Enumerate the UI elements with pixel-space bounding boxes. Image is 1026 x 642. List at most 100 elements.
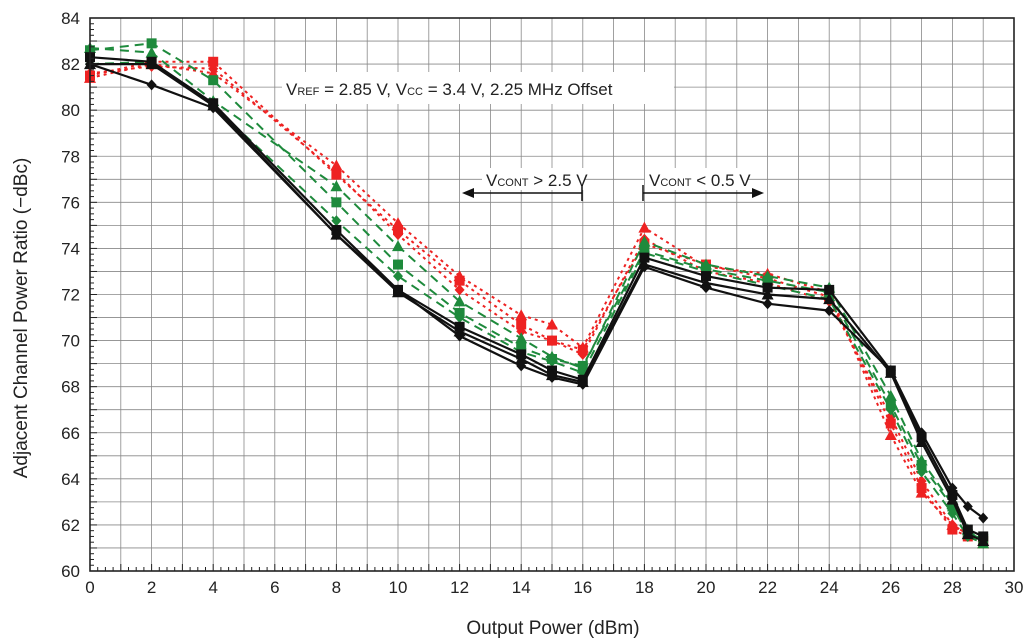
y-tick-label: 72 [61, 286, 80, 305]
data-point [824, 284, 835, 295]
data-point [393, 229, 403, 241]
data-point [331, 215, 342, 227]
data-point [947, 507, 958, 519]
y-tick-label: 60 [61, 562, 80, 581]
data-point [884, 389, 897, 401]
data-point [145, 58, 158, 70]
x-tick-label: 22 [758, 578, 777, 597]
right-arrow-head [752, 188, 764, 198]
series-black-square [85, 52, 989, 542]
x-axis-title: Output Power (dBm) [466, 618, 639, 639]
series-green-diamond [85, 56, 989, 549]
data-point [516, 325, 527, 337]
data-point [515, 309, 528, 321]
y-tick-label: 64 [61, 470, 80, 489]
data-point [393, 270, 403, 282]
data-point [546, 318, 558, 330]
data-point [824, 305, 835, 317]
data-point [978, 512, 989, 524]
series-line [89, 60, 984, 542]
data-point [762, 282, 773, 293]
data-point [208, 63, 219, 75]
x-tick-label: 18 [635, 578, 654, 597]
data-point [454, 312, 465, 324]
left-arrow-head [462, 188, 474, 198]
data-point [577, 348, 588, 360]
data-point [823, 293, 836, 305]
data-point [639, 252, 650, 263]
data-point [916, 466, 927, 478]
data-point [515, 332, 528, 344]
series-line [89, 63, 984, 519]
data-point [516, 360, 527, 372]
data-point [331, 229, 342, 241]
data-point [701, 282, 711, 294]
data-point [516, 319, 527, 330]
y-tick-label: 78 [61, 147, 80, 166]
conditions-v2-rest: = 3.4 V, 2.25 MHz Offset [423, 80, 613, 99]
x-tick-label: 2 [147, 578, 156, 597]
y-tick-label: 82 [61, 55, 80, 74]
data-point [145, 46, 158, 58]
data-point [208, 56, 219, 67]
data-point [947, 482, 958, 494]
data-point [638, 221, 651, 233]
data-point [331, 197, 342, 208]
x-tick-label: 30 [1005, 578, 1024, 597]
data-point [453, 270, 466, 282]
data-point [915, 454, 928, 466]
left-arrow-label: VCONT > 2.5 V [486, 171, 588, 190]
data-point [146, 79, 157, 91]
x-tick-label: 20 [697, 578, 716, 597]
data-point [515, 353, 528, 365]
left-arrow-rest: > 2.5 V [529, 171, 589, 190]
data-point [639, 261, 650, 273]
data-point [547, 355, 557, 367]
y-axis-title: Adjacent Channel Power Ratio (−dBc) [11, 158, 32, 479]
conditions-v1-rest: = 2.85 V, [319, 80, 395, 99]
data-point [885, 418, 896, 429]
y-tick-label: 74 [61, 239, 80, 258]
series-black-triangle [84, 58, 990, 547]
data-point [947, 519, 958, 531]
data-point [392, 240, 404, 252]
data-point [393, 284, 403, 296]
data-point [392, 217, 404, 229]
data-point [576, 341, 589, 353]
data-point [946, 493, 959, 505]
x-tick-label: 14 [512, 578, 531, 597]
data-point [330, 180, 343, 192]
conditions-v2: V [396, 80, 408, 99]
data-point [962, 500, 973, 512]
left-arrow-label-bg [482, 168, 584, 190]
left-arrow-v-sub: CONT [497, 177, 528, 189]
series-line [89, 63, 984, 545]
data-point [638, 235, 651, 247]
conditions-annotation-bg [282, 72, 674, 104]
y-tick-label: 66 [61, 424, 80, 443]
conditions-annotation: VREF = 2.85 V, VCC = 3.4 V, 2.25 MHz Off… [286, 80, 613, 99]
x-tick-label: 16 [573, 578, 592, 597]
right-arrow-label: VCONT < 0.5 V [649, 171, 751, 190]
data-point [454, 284, 465, 296]
series-line [89, 56, 984, 538]
data-point [146, 38, 157, 49]
left-arrow-v: V [486, 171, 498, 190]
data-point [208, 75, 219, 86]
data-point [916, 427, 927, 439]
data-point [331, 166, 342, 178]
data-point [915, 486, 928, 498]
ticks: 0 2 4 6 8 10 12 14 16 18 20 22 24 26 28 306062646668707… [61, 9, 1023, 597]
data-point [885, 404, 896, 416]
right-arrow-label-bg [645, 168, 747, 190]
conditions-v1: V [286, 80, 298, 99]
data-point [701, 271, 711, 282]
series-line [89, 60, 984, 545]
conditions-v1-sub: REF [297, 86, 319, 98]
x-tick-label: 10 [389, 578, 408, 597]
data-point [454, 330, 465, 342]
x-tick-label: 24 [820, 578, 839, 597]
data-point [762, 298, 773, 310]
x-tick-label: 28 [943, 578, 962, 597]
